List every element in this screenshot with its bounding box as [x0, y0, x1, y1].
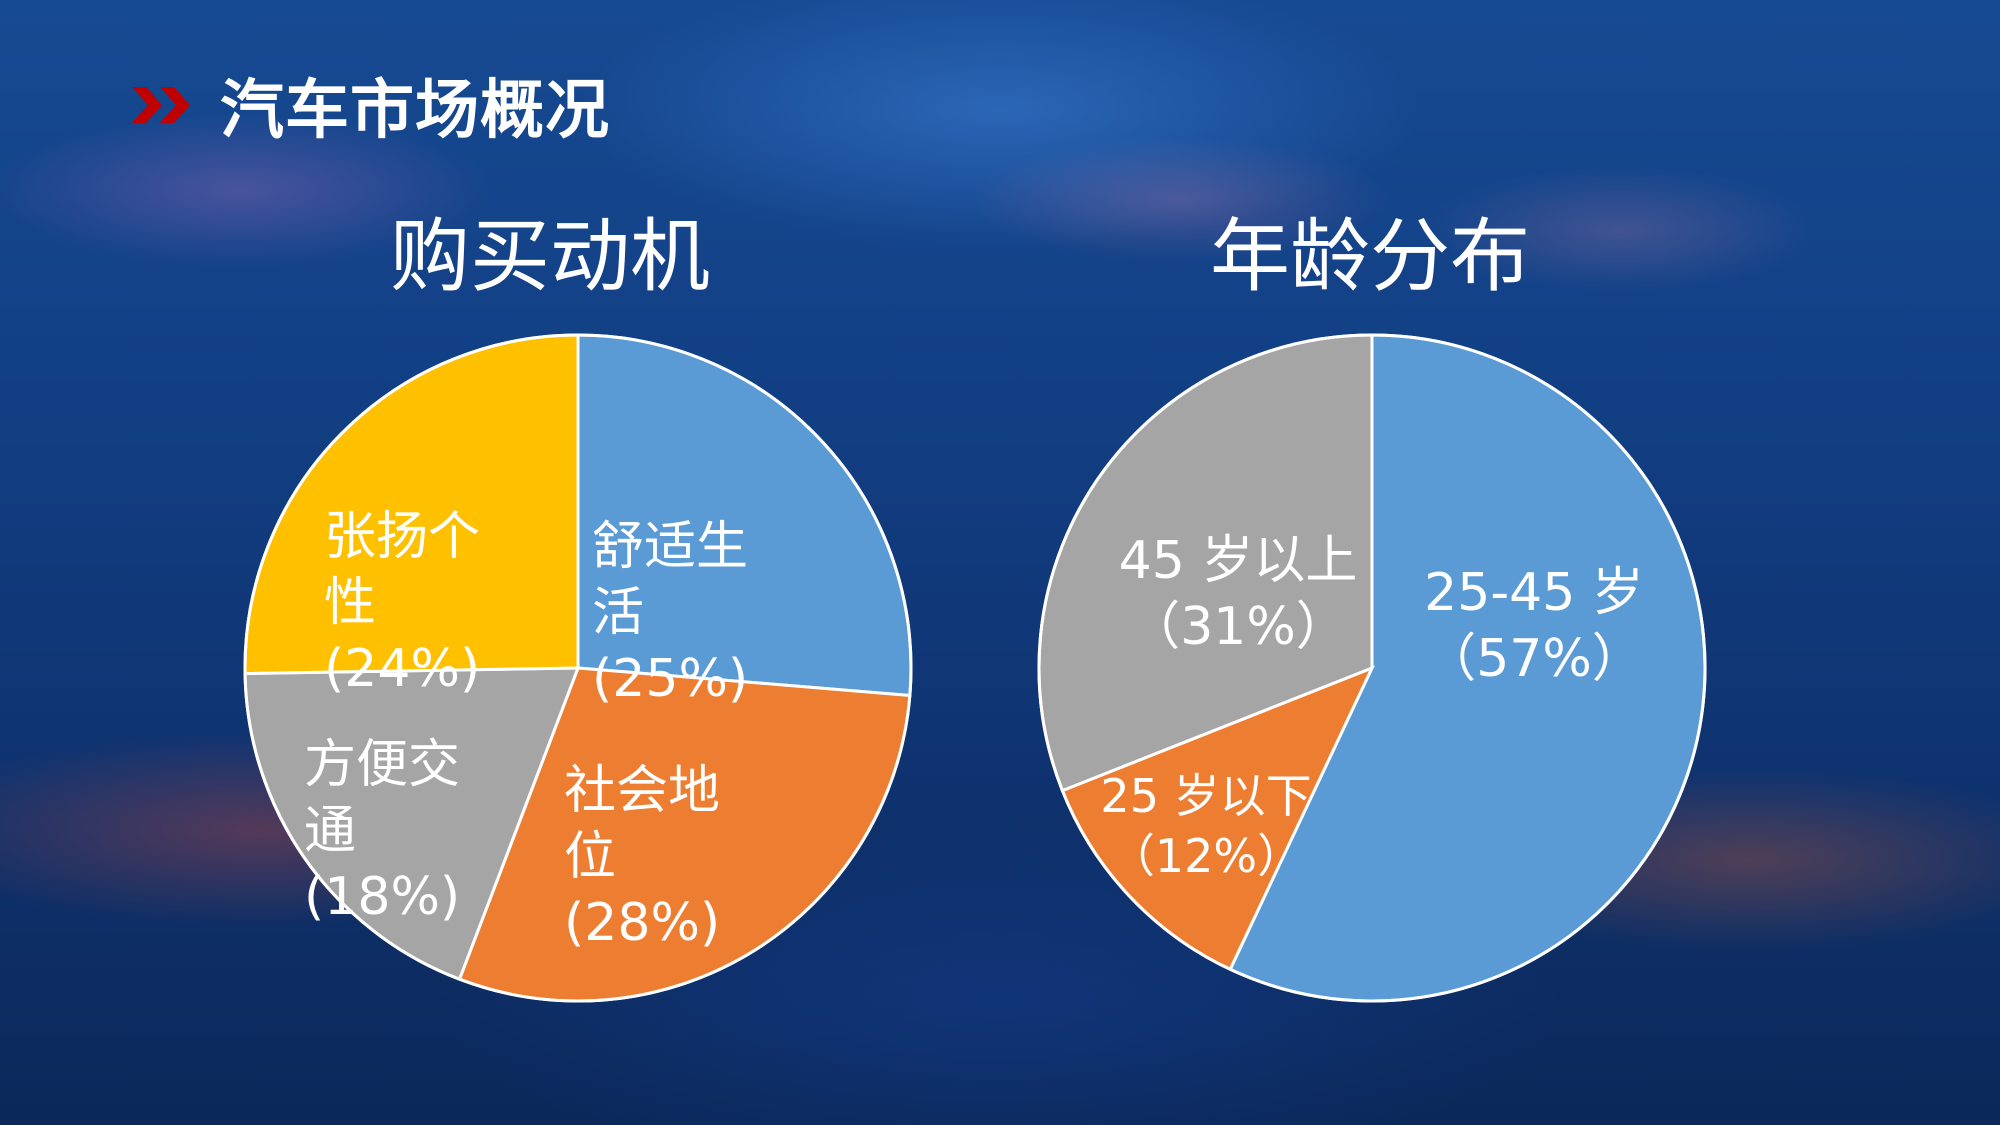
slice-label-age-over-45-percent: （31%）	[1128, 597, 1348, 657]
page-title: 汽车市场概况	[220, 74, 610, 148]
page-header: 汽车市场概况	[132, 60, 610, 150]
slice-label-personality-name: 张扬个性	[324, 507, 481, 633]
slice-label-comfort-name: 舒适生活	[592, 517, 749, 643]
double-chevron-icon	[132, 87, 190, 123]
slice-label-age-25-45-percent: （57%）	[1424, 629, 1644, 689]
slice-label-transport-percent: (18%)	[304, 867, 461, 927]
slice-label-transport-name: 方便交通	[304, 735, 461, 861]
slice-label-personality: 张扬个性 (24%)	[324, 504, 514, 702]
slice-label-age-over-45-name: 45 岁以上	[1118, 531, 1358, 591]
chart-title-age-distribution: 年龄分布	[1210, 210, 1530, 303]
slice-label-personality-percent: (24%)	[324, 639, 481, 699]
slice-label-age-under-25-percent: （12%）	[1108, 829, 1304, 883]
slice-label-age-under-25: 25 岁以下 （12%）	[1086, 766, 1326, 886]
slice-label-age-25-45-name: 25-45 岁	[1424, 563, 1644, 623]
pie-0-outline	[243, 333, 913, 1003]
chart-title-purchase-motive: 购买动机	[390, 210, 710, 303]
slice-label-comfort-percent: (25%)	[592, 649, 749, 709]
pie-1-outline	[1037, 333, 1707, 1003]
slice-label-age-under-25-name: 25 岁以下	[1100, 769, 1312, 823]
slice-label-status-percent: (28%)	[564, 893, 721, 953]
slice-label-status: 社会地位 (28%)	[564, 758, 754, 956]
slice-label-status-name: 社会地位	[564, 761, 721, 887]
slice-label-comfort: 舒适生活 (25%)	[592, 514, 782, 712]
slice-label-age-25-45: 25-45 岁 （57%）	[1384, 560, 1684, 692]
slice-label-age-over-45: 45 岁以上 （31%）	[1100, 528, 1376, 660]
slice-label-transport: 方便交通 (18%)	[304, 732, 494, 930]
